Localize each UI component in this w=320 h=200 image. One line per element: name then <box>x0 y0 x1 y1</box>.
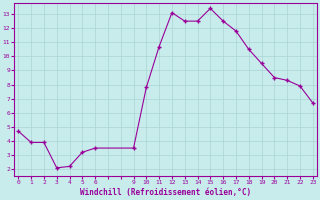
X-axis label: Windchill (Refroidissement éolien,°C): Windchill (Refroidissement éolien,°C) <box>80 188 251 197</box>
